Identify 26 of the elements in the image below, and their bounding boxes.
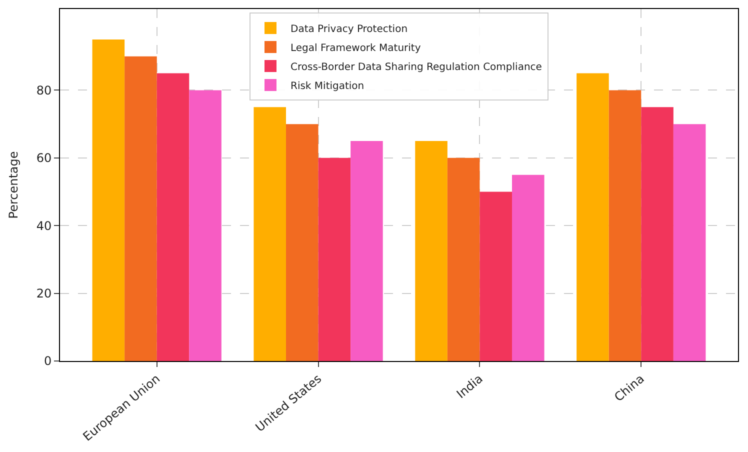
bar <box>92 39 125 361</box>
bar <box>350 141 383 361</box>
bar <box>156 73 190 361</box>
bar <box>608 90 642 361</box>
legend-label: Risk Mitigation <box>290 80 364 92</box>
bar <box>254 107 286 361</box>
y-tick-label: 40 <box>36 218 52 233</box>
legend-label: Legal Framework Maturity <box>290 42 421 54</box>
bar <box>673 124 706 361</box>
bar <box>318 158 351 361</box>
bar <box>641 107 674 361</box>
bar <box>415 141 448 361</box>
bar <box>286 124 318 361</box>
y-axis-title: Percentage <box>6 151 21 219</box>
bar <box>480 192 512 361</box>
y-tick-label: 0 <box>44 354 52 368</box>
bar <box>447 158 480 361</box>
bar <box>576 73 609 361</box>
bar <box>189 90 222 361</box>
legend-label: Cross-Border Data Sharing Regulation Compliance <box>290 62 542 73</box>
y-tick-label: 60 <box>36 151 52 166</box>
y-tick-label: 80 <box>36 83 52 98</box>
bar <box>124 56 157 361</box>
bar <box>512 174 544 361</box>
y-tick-label: 20 <box>36 286 52 301</box>
legend-label: Data Privacy Protection <box>290 24 408 35</box>
